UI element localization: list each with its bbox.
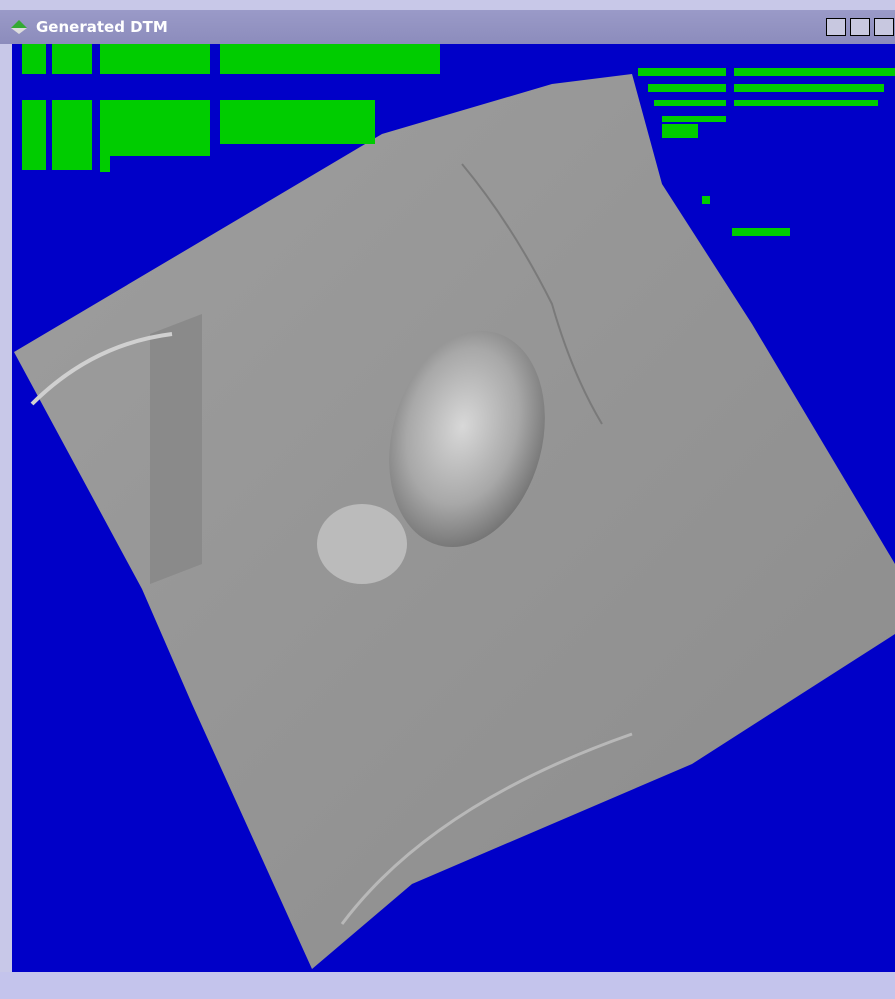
title-bar: Generated DTM [0, 10, 895, 44]
hill [389, 330, 545, 548]
maximize-button[interactable] [850, 18, 870, 36]
terrain-strip [150, 314, 202, 584]
status-bar [0, 972, 895, 999]
close-button[interactable] [874, 18, 894, 36]
dtm-view [12, 44, 895, 972]
minimize-button[interactable] [826, 18, 846, 36]
window-title: Generated DTM [36, 18, 168, 36]
road [340, 732, 633, 925]
hill-slope [317, 504, 407, 584]
stream [461, 163, 603, 425]
ridge [30, 332, 173, 406]
app-icon [11, 20, 27, 34]
artifact-bars [22, 44, 895, 236]
